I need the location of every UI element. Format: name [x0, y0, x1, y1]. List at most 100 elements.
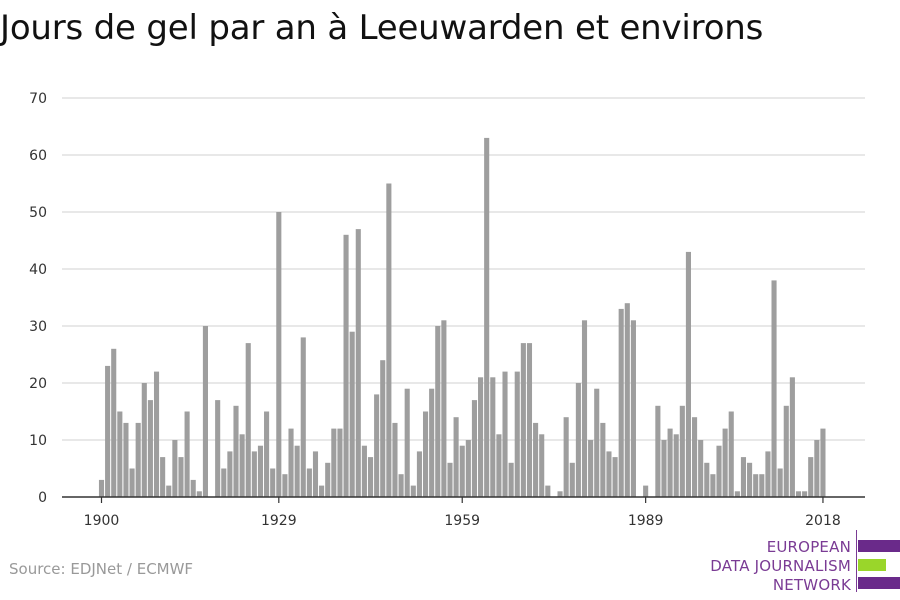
bar-1978 — [575, 383, 581, 497]
bar-1915 — [190, 479, 196, 497]
bar-1996 — [685, 251, 691, 497]
bar-1937 — [325, 462, 331, 497]
y-tick-label: 10 — [29, 433, 47, 449]
logo-line-3: NETWORK — [772, 576, 851, 594]
logo-line-2: DATA JOURNALISM — [710, 557, 851, 575]
bar-2006 — [747, 462, 753, 497]
logo-bar-purple-bottom — [858, 577, 900, 589]
bar-2013 — [789, 377, 795, 497]
bar-1947 — [386, 183, 392, 497]
bar-2003 — [728, 411, 734, 497]
bar-1929 — [276, 212, 282, 497]
bar-1984 — [612, 457, 618, 497]
bar-1921 — [227, 451, 233, 497]
bar-1912 — [172, 440, 178, 497]
bar-1977 — [569, 462, 575, 497]
bar-1950 — [404, 388, 410, 497]
bar-1999 — [704, 462, 710, 497]
bar-1939 — [337, 428, 343, 497]
bar-1966 — [502, 371, 508, 497]
bar-1949 — [398, 474, 404, 497]
bar-1919 — [215, 400, 221, 497]
y-tick-label: 20 — [29, 376, 47, 392]
x-tick-label: 1900 — [84, 513, 120, 529]
logo-bar-green — [858, 559, 900, 571]
bar-1973 — [545, 485, 551, 497]
bar-2005 — [740, 457, 747, 497]
bar-2004 — [734, 491, 740, 497]
chart-title: Jours de gel par an à Leeuwarden et envi… — [0, 8, 764, 48]
bar-1986 — [624, 303, 630, 497]
bars — [98, 137, 826, 498]
bar-1952 — [416, 451, 422, 497]
bar-1913 — [178, 457, 184, 497]
bar-1928 — [270, 468, 276, 497]
bar-1976 — [563, 417, 569, 497]
bar-1933 — [300, 337, 306, 497]
bar-1926 — [257, 445, 264, 497]
bar-1960 — [465, 440, 471, 497]
bar-1914 — [184, 411, 190, 497]
bar-1948 — [392, 422, 398, 497]
edjnet-logo: EUROPEAN DATA JOURNALISM NETWORK — [700, 530, 900, 594]
bar-1908 — [147, 400, 153, 497]
bar-1958 — [453, 417, 459, 497]
bar-1951 — [410, 485, 416, 497]
bar-1970 — [526, 343, 533, 497]
bar-1917 — [202, 326, 208, 497]
bar-1901 — [105, 365, 111, 497]
bar-1936 — [319, 485, 325, 497]
bar-1993 — [667, 428, 673, 497]
bar-2011 — [777, 468, 783, 497]
bar-1955 — [435, 326, 441, 497]
bar-1972 — [539, 434, 545, 497]
bar-2007 — [753, 474, 759, 497]
bar-1963 — [484, 137, 490, 497]
bar-1971 — [533, 422, 539, 497]
bar-1944 — [367, 457, 374, 497]
bar-1969 — [520, 343, 526, 497]
bar-1979 — [581, 320, 588, 497]
bar-1980 — [588, 440, 594, 497]
bar-1910 — [160, 457, 166, 497]
bar-1967 — [508, 462, 514, 497]
bar-2012 — [783, 405, 789, 497]
bar-1968 — [514, 371, 520, 497]
bar-1957 — [447, 462, 453, 497]
bar-1903 — [117, 411, 123, 497]
bar-1994 — [673, 434, 679, 497]
bar-2008 — [759, 474, 765, 497]
bar-1916 — [196, 491, 202, 497]
bar-2001 — [716, 445, 722, 497]
bar-1934 — [306, 468, 312, 497]
logo-divider — [856, 530, 857, 592]
bar-1940 — [343, 234, 349, 498]
y-tick-label: 50 — [29, 205, 47, 221]
bar-1938 — [331, 428, 337, 497]
bar-1924 — [245, 343, 251, 497]
bar-1982 — [600, 422, 606, 497]
x-tick-label: 1929 — [261, 513, 297, 529]
bar-1954 — [429, 388, 435, 497]
bar-1964 — [490, 377, 496, 497]
logo-line-1: EUROPEAN — [766, 538, 851, 556]
bar-1920 — [221, 468, 227, 497]
x-tick-label: 2018 — [805, 513, 841, 529]
bar-1907 — [141, 383, 147, 497]
bar-1905 — [129, 468, 135, 497]
y-axis-ticks: 0 10 20 30 40 50 60 70 — [29, 91, 47, 506]
x-tick-label: 1989 — [628, 513, 664, 529]
bar-2009 — [765, 451, 771, 497]
bar-1987 — [630, 320, 636, 497]
bar-2000 — [710, 474, 716, 497]
bar-1992 — [661, 440, 667, 497]
bar-2015 — [802, 491, 808, 497]
bar-1902 — [111, 348, 117, 497]
gridlines — [62, 97, 865, 441]
bar-1932 — [294, 445, 300, 497]
bar-1942 — [355, 229, 361, 497]
bar-1945 — [374, 394, 380, 497]
bar-2017 — [814, 440, 820, 497]
bar-1909 — [153, 371, 160, 497]
bar-1989 — [643, 485, 649, 497]
